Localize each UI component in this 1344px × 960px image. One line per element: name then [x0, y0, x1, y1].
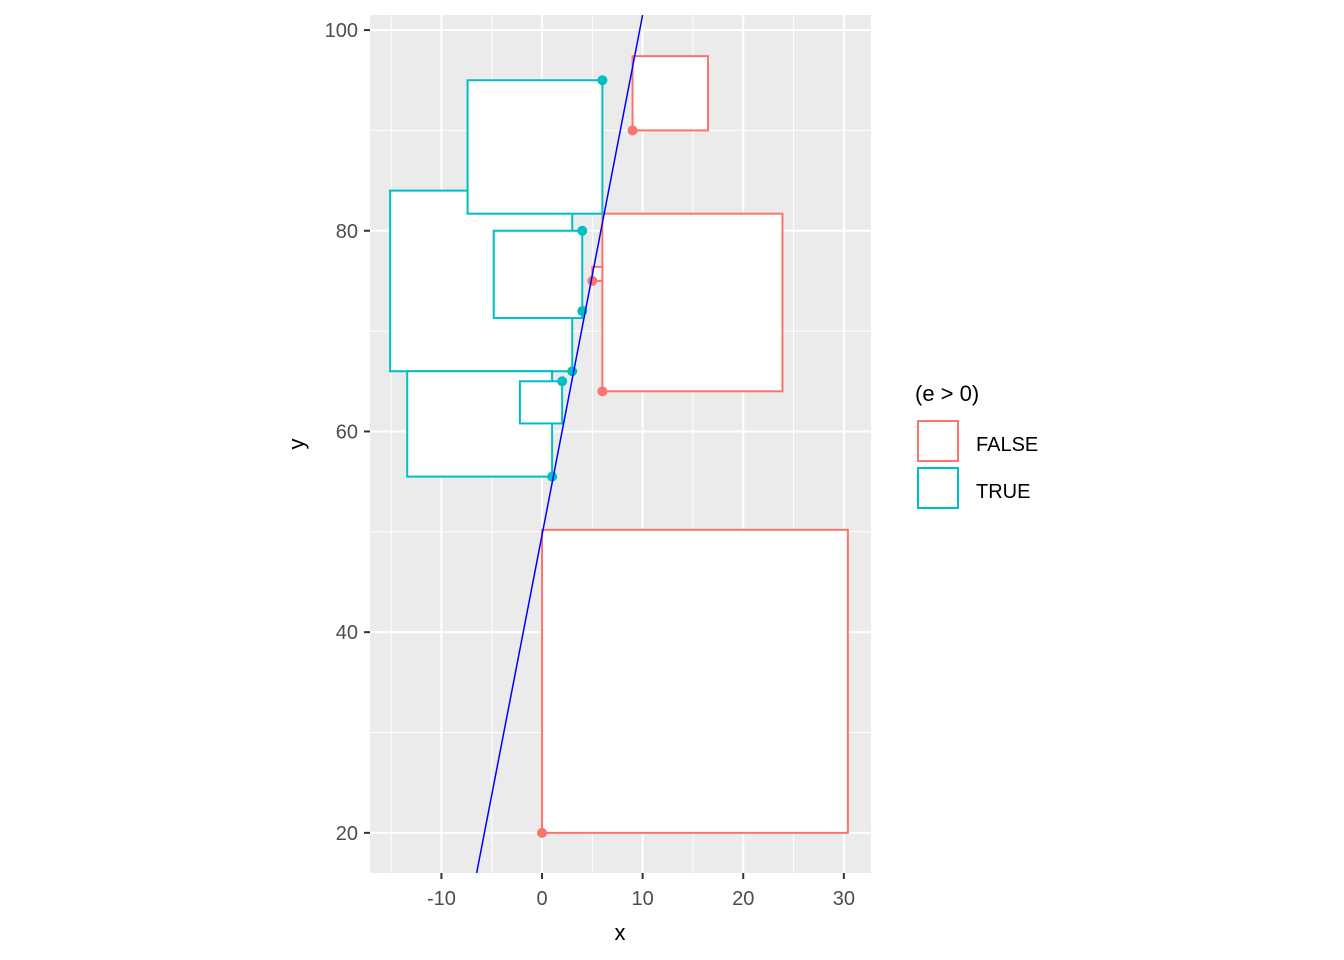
legend-key-false [917, 420, 959, 462]
square-false [601, 212, 784, 393]
point-true [547, 471, 558, 482]
y-tick-label: 60 [336, 421, 358, 443]
legend-label-true: TRUE [976, 481, 1030, 503]
y-axis-title: y [284, 439, 309, 450]
square-false [541, 528, 849, 834]
legend-label-false: FALSE [976, 434, 1038, 456]
point-true [557, 376, 568, 387]
point-false [627, 125, 638, 136]
x-axis-title: x [615, 920, 626, 945]
squares-layer [389, 55, 849, 834]
x-tick-label: 30 [833, 888, 855, 910]
point-false [537, 827, 548, 838]
y-tick-label: 80 [336, 221, 358, 243]
legend: (e > 0) FALSE TRUE [915, 381, 1038, 509]
square-true [518, 380, 564, 425]
x-axis: -10 0 10 20 30 [427, 873, 855, 910]
square-true [466, 79, 604, 215]
legend-key-true [917, 467, 959, 509]
legend-item-false: FALSE [917, 420, 1038, 462]
y-axis: 20 40 60 80 100 [325, 20, 370, 845]
y-tick-label: 40 [336, 622, 358, 644]
point-false [597, 386, 608, 397]
point-false [587, 275, 598, 286]
x-tick-label: 0 [536, 888, 547, 910]
y-tick-label: 100 [325, 20, 358, 42]
legend-title: (e > 0) [915, 381, 979, 406]
square-true [492, 229, 584, 320]
x-tick-label: 20 [732, 888, 754, 910]
x-tick-label: -10 [427, 888, 456, 910]
square-false [631, 55, 710, 132]
point-true [597, 75, 608, 86]
x-tick-label: 10 [632, 888, 654, 910]
point-true [577, 225, 588, 236]
fit-line [475, 15, 644, 873]
point-true [567, 366, 578, 377]
fit-layer [475, 15, 644, 873]
legend-item-true: TRUE [917, 467, 1030, 509]
y-tick-label: 20 [336, 823, 358, 845]
